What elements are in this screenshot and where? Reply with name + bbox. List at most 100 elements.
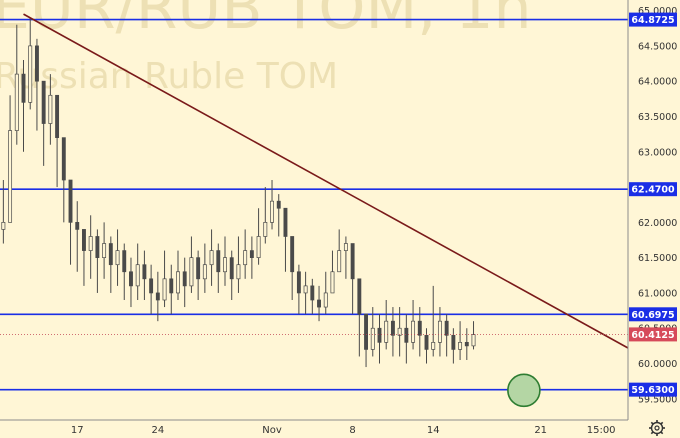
candle — [236, 236, 241, 293]
candle — [209, 229, 214, 286]
candle — [216, 243, 221, 293]
price-axis[interactable] — [627, 0, 680, 420]
price-badge: 60.4125 — [629, 327, 677, 342]
candle — [75, 201, 80, 272]
candle — [82, 229, 86, 286]
candle — [182, 257, 187, 308]
price-badge: 60.6975 — [629, 307, 677, 322]
candle — [310, 278, 315, 315]
candle — [444, 314, 449, 357]
candle — [34, 38, 39, 131]
time-tick-label: 14 — [427, 425, 440, 436]
svg-text:64.8725: 64.8725 — [631, 15, 674, 26]
price-tick-label: 59.5000 — [638, 394, 677, 405]
candle — [61, 137, 66, 223]
candle — [343, 236, 348, 279]
candle — [189, 236, 194, 293]
price-tick-label: 65.0000 — [638, 6, 677, 17]
time-tick-labels: 17 24 Nov 8 14 21 15:00 — [71, 425, 616, 436]
candles — [1, 17, 476, 368]
svg-text:60.6975: 60.6975 — [631, 310, 674, 321]
candle — [390, 307, 395, 357]
candle — [48, 74, 53, 145]
price-tick-label: 64.5000 — [638, 41, 677, 52]
candle — [21, 60, 26, 152]
candle — [95, 229, 100, 293]
candle — [28, 17, 33, 110]
trendline[interactable] — [23, 13, 629, 349]
candle — [323, 271, 328, 315]
candle — [283, 207, 288, 272]
candle — [276, 194, 281, 237]
candle — [88, 215, 93, 279]
candle — [155, 271, 160, 322]
watermark: Russian Ruble TOM — [0, 56, 338, 97]
candle — [464, 328, 469, 360]
candle — [256, 208, 261, 265]
candle — [263, 187, 268, 244]
candle — [384, 300, 389, 350]
candle — [162, 250, 167, 308]
svg-text:60.4125: 60.4125 — [631, 330, 674, 341]
candle — [41, 80, 46, 166]
candle — [108, 236, 113, 293]
time-tick-label: 24 — [151, 425, 164, 436]
candle — [142, 250, 147, 300]
candle — [176, 250, 180, 300]
price-badges: 64.8725 62.4700 60.6975 59.6300 60.4125 — [629, 12, 677, 397]
candle — [471, 321, 476, 350]
candle — [458, 321, 463, 360]
watermark-top: EUR/RUB TOM, 1h — [0, 0, 532, 43]
candle — [417, 307, 422, 357]
price-tick-label: 63.0000 — [638, 147, 677, 158]
candle — [290, 236, 295, 300]
price-tick-label: 63.5000 — [638, 112, 677, 123]
settings-gear-icon[interactable] — [649, 420, 665, 436]
candle — [370, 307, 375, 357]
candle — [243, 229, 248, 279]
candle — [149, 264, 154, 315]
candle — [437, 307, 442, 357]
candle — [223, 236, 227, 286]
target-marker[interactable] — [507, 373, 541, 408]
candle — [317, 285, 321, 322]
candle — [296, 264, 301, 315]
price-badge: 64.8725 — [629, 12, 677, 27]
price-tick-label: 62.0000 — [638, 218, 677, 229]
candle — [377, 314, 382, 364]
candle — [55, 94, 60, 188]
price-tick-label: 60.0000 — [638, 359, 677, 370]
time-tick-label: 8 — [349, 425, 355, 436]
time-tick-label: 17 — [71, 425, 84, 436]
candle — [364, 313, 369, 368]
candle — [169, 264, 174, 315]
candle — [102, 222, 107, 279]
svg-text:59.6300: 59.6300 — [631, 385, 675, 396]
candle — [411, 300, 416, 350]
candle — [330, 250, 335, 294]
price-tick-label: 61.5000 — [638, 253, 677, 264]
time-axis[interactable] — [0, 419, 680, 438]
candle — [303, 271, 308, 315]
price-tick-label: 64.0000 — [638, 77, 677, 88]
candle — [350, 243, 355, 315]
candle — [196, 250, 201, 300]
time-tick-label: 21 — [534, 425, 547, 436]
candle — [337, 229, 342, 273]
candle — [122, 243, 127, 300]
time-tick-label: Nov — [262, 425, 282, 436]
candle — [270, 180, 274, 230]
svg-text:62.4700: 62.4700 — [631, 185, 675, 196]
candle — [1, 180, 6, 244]
price-badge: 62.4700 — [629, 182, 677, 197]
candle — [68, 179, 73, 265]
candle — [397, 307, 402, 357]
price-tick-label: 61.0000 — [638, 288, 677, 299]
candle — [202, 243, 207, 293]
candle — [8, 95, 13, 223]
time-tick-label: 15:00 — [587, 425, 616, 436]
candle — [229, 250, 234, 300]
candle — [357, 278, 362, 357]
